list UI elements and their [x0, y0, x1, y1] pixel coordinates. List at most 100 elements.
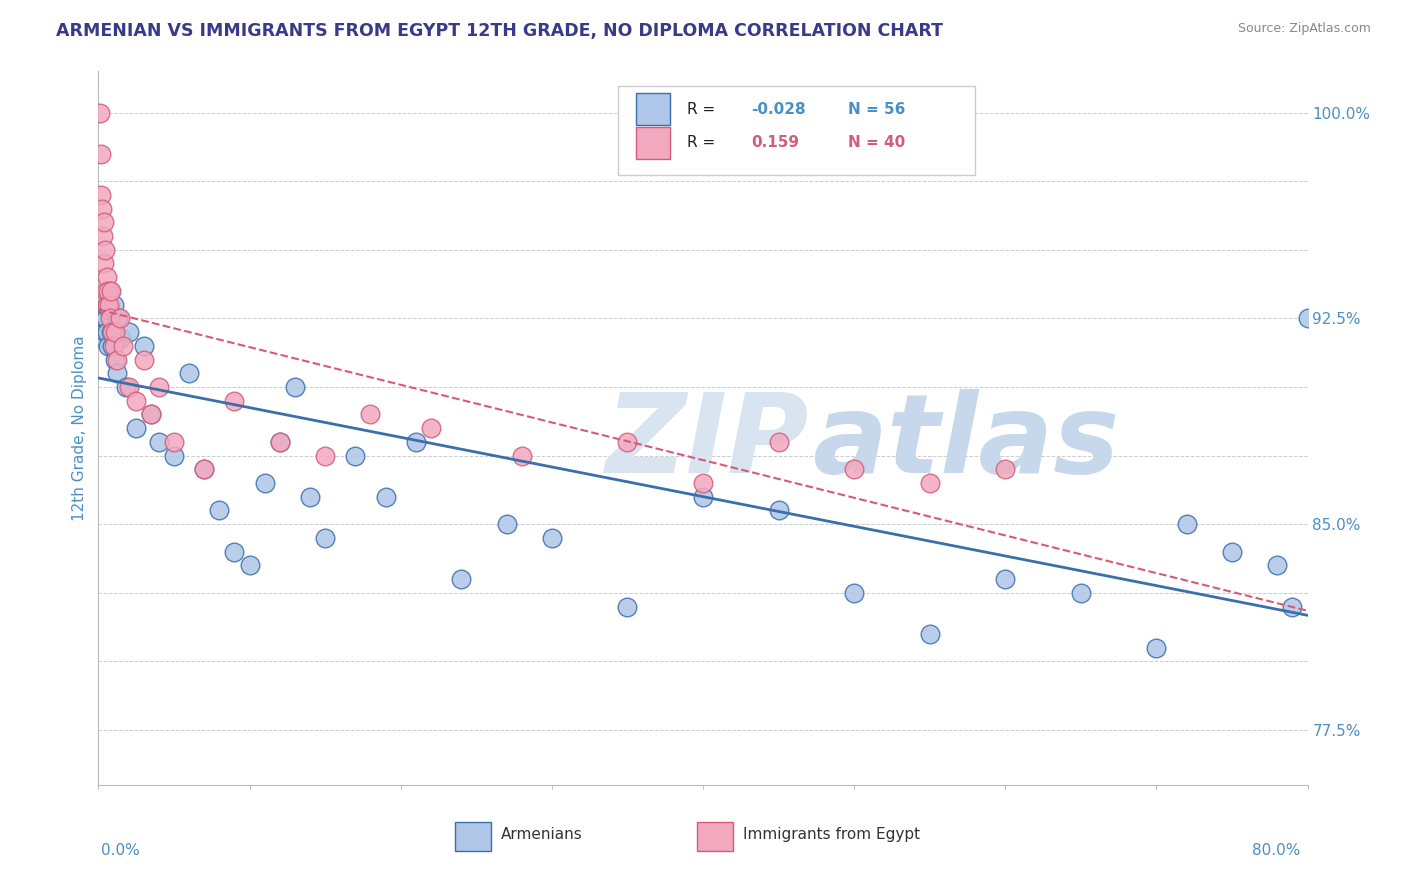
Text: ZIP: ZIP [606, 389, 810, 496]
Point [1296, 311, 1319, 326]
Point [994, 572, 1017, 586]
Point [495, 517, 517, 532]
Bar [637, 93, 671, 125]
Point [91, 229, 114, 244]
Point [344, 449, 367, 463]
Point [103, 339, 125, 353]
Point [768, 434, 790, 449]
Point [844, 462, 866, 476]
Point [118, 380, 141, 394]
Point [616, 599, 638, 614]
Point [100, 325, 122, 339]
Point [107, 311, 129, 326]
Point [208, 503, 231, 517]
Point [141, 408, 163, 422]
Bar [637, 127, 671, 159]
Point [1175, 517, 1198, 532]
Point [1070, 586, 1092, 600]
Point [540, 531, 562, 545]
Point [104, 325, 127, 339]
Point [125, 421, 148, 435]
Point [93, 215, 115, 229]
Point [163, 449, 186, 463]
Point [1267, 558, 1289, 573]
Point [918, 476, 941, 491]
Point [193, 462, 215, 476]
Point [224, 544, 246, 558]
Point [163, 434, 186, 449]
Point [692, 476, 714, 491]
Point [314, 531, 336, 545]
Point [141, 408, 163, 422]
Text: Source: ZipAtlas.com: Source: ZipAtlas.com [1237, 22, 1371, 36]
Point [269, 434, 291, 449]
Point [90, 146, 112, 161]
Point [405, 434, 427, 449]
Point [1220, 544, 1243, 558]
Point [450, 572, 472, 586]
Point [994, 462, 1017, 476]
Bar [697, 822, 734, 851]
Text: -0.028: -0.028 [751, 102, 806, 117]
Point [91, 292, 114, 306]
Point [118, 325, 141, 339]
Point [96, 270, 118, 285]
Point [269, 434, 291, 449]
Point [96, 325, 118, 339]
Point [104, 352, 127, 367]
Point [193, 462, 215, 476]
Text: ARMENIAN VS IMMIGRANTS FROM EGYPT 12TH GRADE, NO DIPLOMA CORRELATION CHART: ARMENIAN VS IMMIGRANTS FROM EGYPT 12TH G… [56, 22, 943, 40]
Point [148, 380, 170, 394]
Point [918, 627, 941, 641]
Point [98, 303, 121, 318]
Point [374, 490, 396, 504]
Point [103, 298, 125, 312]
Point [93, 330, 115, 344]
Point [93, 256, 115, 270]
Point [91, 202, 114, 216]
Point [253, 476, 276, 491]
Point [224, 393, 246, 408]
Y-axis label: 12th Grade, No Diploma: 12th Grade, No Diploma [72, 335, 87, 521]
Point [844, 586, 866, 600]
Point [239, 558, 262, 573]
Point [96, 298, 118, 312]
Point [98, 298, 121, 312]
Point [111, 339, 134, 353]
Point [132, 339, 155, 353]
Point [768, 503, 790, 517]
Point [299, 490, 322, 504]
Point [100, 284, 122, 298]
Point [314, 449, 336, 463]
Bar [456, 822, 492, 851]
Point [105, 352, 128, 367]
Point [420, 421, 443, 435]
Point [284, 380, 307, 394]
FancyBboxPatch shape [619, 86, 976, 175]
Text: Armenians: Armenians [501, 828, 583, 842]
Point [510, 449, 533, 463]
Point [90, 187, 112, 202]
Point [98, 284, 121, 298]
Text: Immigrants from Egypt: Immigrants from Egypt [742, 828, 920, 842]
Point [101, 339, 124, 353]
Point [97, 284, 120, 298]
Text: N = 56: N = 56 [848, 102, 905, 117]
Point [90, 311, 112, 326]
Point [148, 434, 170, 449]
Point [105, 366, 128, 380]
Point [114, 380, 136, 394]
Text: R =: R = [688, 136, 720, 150]
Point [94, 311, 117, 326]
Text: R =: R = [688, 102, 720, 117]
Point [179, 366, 201, 380]
Point [1281, 599, 1303, 614]
Point [616, 434, 638, 449]
Point [1146, 640, 1168, 655]
Text: 80.0%: 80.0% [1253, 843, 1301, 858]
Point [132, 352, 155, 367]
Point [93, 311, 115, 326]
Point [94, 243, 117, 257]
Text: 0.0%: 0.0% [101, 843, 141, 858]
Point [692, 490, 714, 504]
